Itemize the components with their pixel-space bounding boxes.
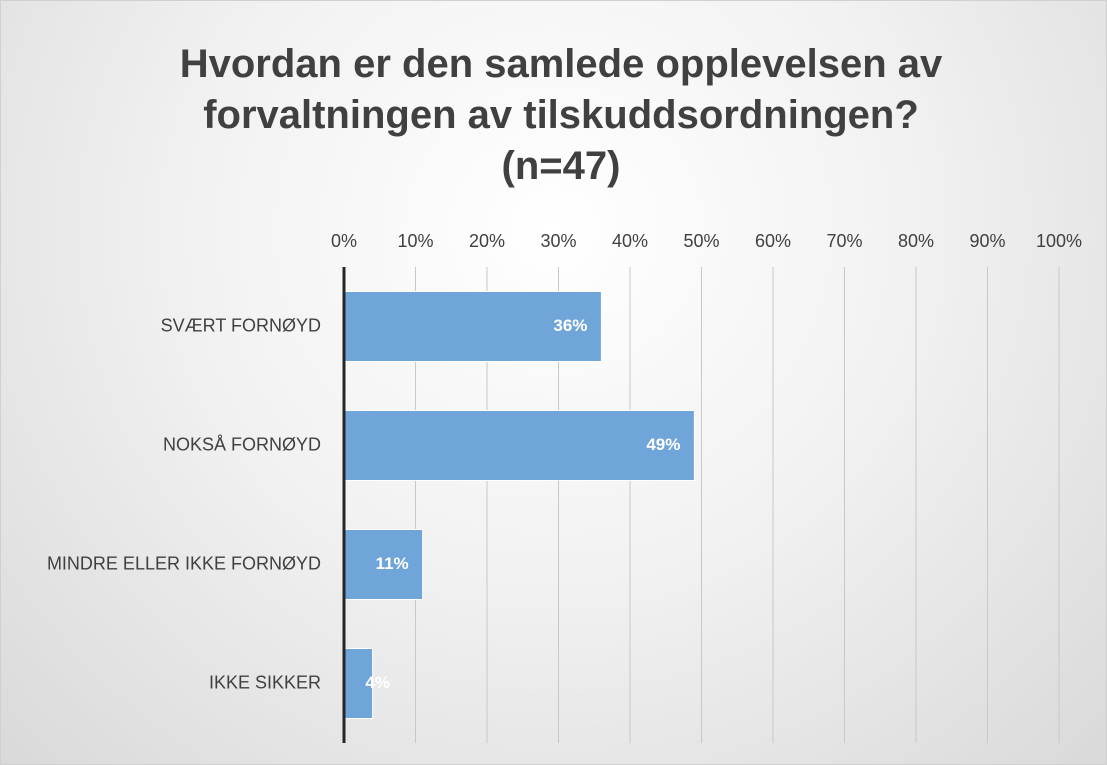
bar [343,291,602,362]
x-tick-label: 20% [469,231,505,251]
y-tick-label: IKKE SIKKER [209,672,321,692]
x-tick-label: 30% [540,231,576,251]
bar [343,410,695,481]
data-label: 49% [646,435,680,454]
x-tick-label: 40% [612,231,648,251]
x-tick-label: 70% [826,231,862,251]
x-tick-label: 90% [969,231,1005,251]
y-tick-label: NOKSÅ FORNØYD [163,434,321,454]
bar [343,529,424,600]
chart-title: Hvordan er den samlede opplevelsen av fo… [179,42,943,188]
data-label: 36% [553,316,587,335]
x-tick-label: 10% [397,231,433,251]
data-label: 4% [365,673,390,692]
y-tick-label: MINDRE ELLER IKKE FORNØYD [47,553,321,573]
data-label: 11% [376,554,409,573]
bar [343,648,374,719]
x-tick-label: 100% [1036,231,1082,251]
x-tick-label: 50% [683,231,719,251]
y-tick-label: SVÆRT FORNØYD [161,315,321,335]
x-tick-label: 80% [898,231,934,251]
x-tick-label: 0% [331,231,357,251]
x-tick-label: 60% [755,231,791,251]
